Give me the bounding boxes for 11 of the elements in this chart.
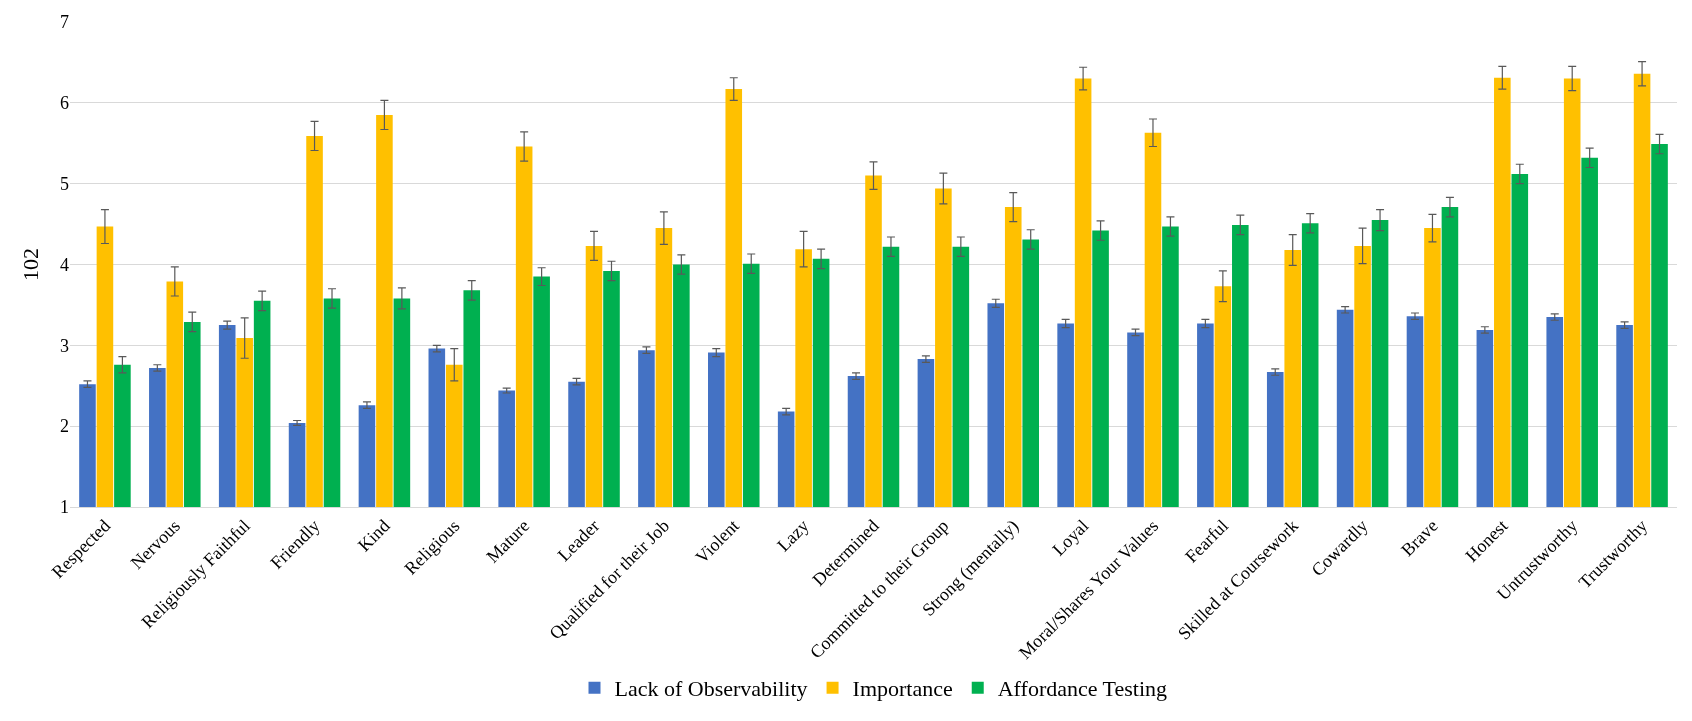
y-tick-label: 5 <box>60 173 69 194</box>
y-tick-label: 2 <box>60 416 69 437</box>
y-tick-label: 3 <box>60 335 69 356</box>
legend-label: Lack of Observability <box>614 676 808 702</box>
y-tick-label: 4 <box>60 254 69 275</box>
y-tick-label: 7 <box>60 12 69 33</box>
y-tick-label: 1 <box>60 497 69 518</box>
legend-label: Affordance Testing <box>997 676 1168 702</box>
legend-label: Importance <box>852 676 953 702</box>
y-tick-label: 6 <box>60 93 69 114</box>
y-axis-title: 102 <box>17 248 43 281</box>
